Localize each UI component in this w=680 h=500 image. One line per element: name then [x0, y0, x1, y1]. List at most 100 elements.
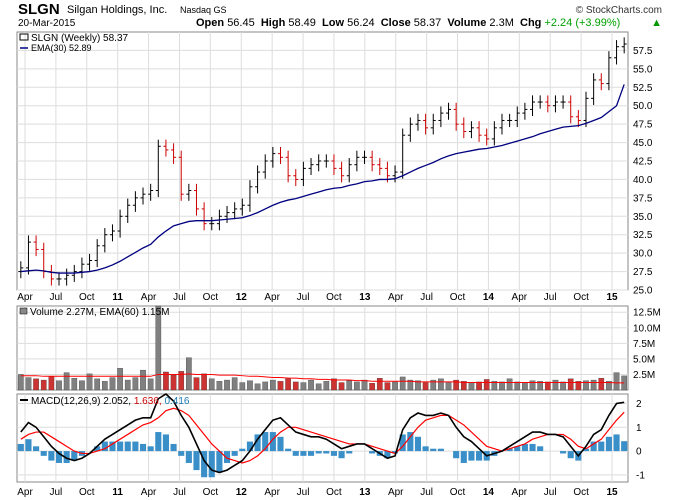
volume-bar: [86, 373, 93, 391]
volume-bar: [163, 371, 169, 391]
macd-histogram-bar: [17, 443, 24, 452]
volume-bar: [346, 380, 353, 391]
volume-bar: [499, 381, 505, 391]
volume-bar: [453, 379, 459, 391]
price-x-tick-label: Apr: [264, 292, 280, 303]
macd-histogram-bar: [277, 436, 284, 452]
price-y-tick-label: 55.0: [633, 64, 653, 75]
macd-histogram-bar: [323, 451, 330, 454]
macd-histogram-bar: [346, 451, 353, 454]
volume-bar: [285, 378, 291, 391]
price-y-tick-label: 27.5: [633, 267, 653, 278]
volume-bar: [354, 381, 360, 391]
price-y-tick-label: 37.5: [633, 193, 653, 204]
macd-histogram-bar: [590, 441, 597, 452]
macd-histogram-bar: [40, 451, 47, 456]
macd-histogram-bar: [582, 448, 590, 452]
macd-histogram-bar: [147, 446, 154, 452]
volume-bar: [331, 378, 337, 391]
macd-histogram-bar: [529, 443, 536, 452]
volume-y-tick-label: 10.0M: [633, 323, 661, 334]
macd-histogram-bar: [71, 451, 78, 461]
macd-histogram-bar: [101, 441, 108, 452]
macd-line: [20, 392, 625, 474]
price-y-tick-label: 25.0: [633, 286, 653, 297]
volume-bar: [522, 382, 528, 391]
macd-x-tick-label: Jul: [420, 487, 433, 498]
macd-histogram-bar: [231, 451, 238, 456]
volume-bar: [598, 378, 605, 391]
macd-histogram-bar: [392, 451, 399, 454]
macd-histogram-bar: [598, 441, 605, 452]
price-x-tick-label: 11: [112, 292, 123, 303]
price-x-tick-label: Oct: [79, 292, 95, 303]
macd-histogram-bar: [315, 451, 322, 454]
volume-bar: [338, 382, 345, 391]
volume-value: 2.3M: [489, 17, 514, 29]
volume-bar: [376, 378, 383, 391]
macd-histogram-bar: [201, 451, 208, 478]
low-label: Low: [322, 17, 345, 29]
volume-bar: [239, 382, 246, 391]
macd-histogram-bar: [506, 448, 513, 452]
macd-histogram-bar: [369, 451, 376, 454]
price-legend-swatch: [19, 33, 29, 41]
volume-bar: [178, 371, 185, 391]
exchange-name: Nasdaq GS: [180, 5, 227, 15]
volume-bar: [369, 383, 375, 391]
macd-histogram-bar: [117, 441, 124, 452]
ohlc-readout: Open 56.45 High 58.49 Low 56.24 Close 58…: [196, 17, 620, 29]
macd-y-tick-label: -1: [636, 470, 645, 481]
macd-histogram-bar: [170, 443, 177, 452]
macd-histogram-bar: [422, 446, 429, 452]
volume-bar: [117, 368, 123, 391]
price-x-tick-label: Jul: [420, 292, 433, 303]
price-y-tick-label: 32.5: [633, 230, 653, 241]
volume-bar: [575, 381, 582, 391]
volume-bar: [583, 380, 589, 391]
macd-histogram-bar: [514, 446, 521, 452]
macd-histogram-bar: [292, 451, 299, 456]
price-x-tick-label: Jul: [49, 292, 62, 303]
volume-bar: [308, 379, 314, 391]
volume-bar: [514, 381, 521, 391]
macd-histogram-bar: [124, 441, 131, 452]
high-label: High: [260, 17, 286, 29]
volume-bar: [445, 382, 452, 391]
macd-y-tick-label: 2: [636, 399, 642, 410]
volume-bar: [529, 380, 536, 391]
price-x-tick-label: Jul: [544, 292, 557, 303]
volume-bar: [56, 380, 62, 391]
chart-date: 20-Mar-2015: [18, 18, 76, 29]
macd-histogram-bar: [246, 441, 253, 452]
open-value: 56.45: [227, 17, 255, 29]
low-value: 56.24: [347, 17, 375, 29]
volume-bar: [224, 379, 230, 391]
macd-histogram-bar: [414, 436, 422, 452]
macd-histogram-bar: [613, 434, 620, 452]
price-x-tick-label: Oct: [450, 292, 466, 303]
volume-bar: [231, 377, 238, 391]
volume-bar: [277, 381, 284, 391]
macd-legend-part-1: 2.052,: [103, 396, 134, 407]
macd-histogram-bar: [307, 451, 315, 456]
macd-histogram-bar: [567, 451, 574, 459]
volume-bar: [483, 379, 490, 391]
volume-bar: [506, 378, 513, 391]
open-label: Open: [196, 17, 225, 29]
macd-x-tick-label: 12: [236, 487, 248, 498]
volume-label: Volume: [447, 17, 487, 29]
price-y-tick-label: 47.5: [633, 120, 653, 131]
volume-bar: [552, 379, 559, 391]
macd-histogram-bar: [132, 441, 139, 452]
company-name: Silgan Holdings, Inc.: [67, 4, 168, 16]
high-value: 58.49: [288, 17, 316, 29]
volume-bar: [132, 377, 139, 391]
price-legend-entry: SLGN (Weekly) 58.37: [31, 33, 129, 44]
macd-histogram-bar: [330, 451, 338, 456]
volume-bar: [40, 379, 47, 391]
macd-x-tick-label: Jul: [297, 487, 310, 498]
volume-y-tick-label: 7.5M: [633, 339, 655, 350]
volume-bar: [216, 381, 223, 391]
